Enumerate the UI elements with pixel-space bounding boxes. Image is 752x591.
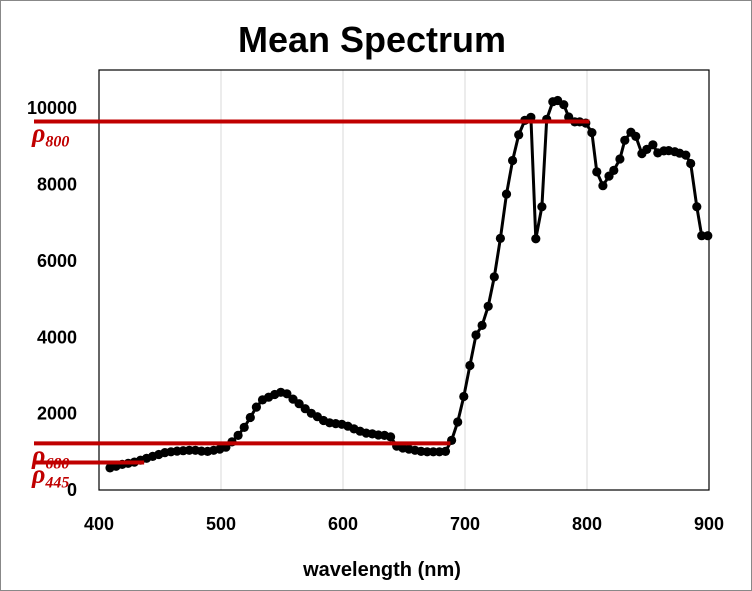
y-tick-label: 0 — [67, 480, 77, 500]
data-point — [615, 154, 625, 164]
data-point — [631, 131, 641, 141]
x-tick-label: 700 — [450, 514, 480, 534]
y-tick-labels: 0 2000 4000 6000 8000 10000 — [27, 98, 77, 500]
reference-label-445: ρ445 — [31, 460, 69, 492]
data-point — [453, 417, 463, 427]
data-point — [282, 389, 292, 399]
y-tick-label: 8000 — [37, 175, 77, 195]
data-point — [483, 301, 493, 311]
data-point — [239, 422, 249, 432]
data-point — [559, 100, 569, 110]
x-axis-label: wavelength (nm) — [302, 559, 461, 581]
data-point — [440, 446, 451, 456]
y-tick-label: 10000 — [27, 98, 77, 118]
data-point — [459, 391, 469, 402]
data-point — [501, 189, 512, 199]
data-point — [495, 233, 505, 243]
data-point — [471, 330, 481, 340]
data-point — [686, 158, 696, 169]
x-tick-labels: 400 500 600 700 800 900 — [84, 514, 724, 534]
data-point — [507, 155, 518, 166]
data-point — [294, 399, 304, 409]
data-point — [620, 135, 630, 145]
data-point — [564, 112, 574, 122]
data-point — [587, 128, 597, 138]
data-point — [514, 130, 524, 140]
data-point — [537, 202, 547, 212]
x-tick-label: 600 — [328, 514, 358, 534]
reference-lines: ρ800ρ680ρ445 — [31, 119, 590, 492]
data-point — [251, 402, 261, 412]
y-tick-label: 6000 — [37, 251, 77, 271]
data-point — [531, 234, 541, 244]
x-tick-label: 500 — [206, 514, 236, 534]
plot-area — [98, 69, 710, 491]
data-point — [233, 430, 243, 440]
data-point — [489, 272, 499, 282]
x-tick-label: 900 — [694, 514, 724, 534]
data-point — [609, 165, 619, 175]
y-tick-label: 2000 — [37, 404, 77, 424]
y-tick-label: 4000 — [37, 327, 77, 347]
data-point — [386, 432, 396, 442]
data-point — [245, 412, 255, 423]
reference-label-800: ρ800 — [31, 119, 69, 151]
chart-title: Mean Spectrum — [238, 19, 506, 60]
data-point — [681, 150, 691, 160]
data-point — [465, 360, 475, 371]
data-point — [692, 202, 702, 212]
data-point — [592, 167, 602, 177]
data-point — [648, 140, 658, 150]
data-point — [598, 181, 608, 191]
spectrum-series — [105, 95, 713, 473]
x-tick-label: 400 — [84, 514, 114, 534]
x-tick-label: 800 — [572, 514, 602, 534]
data-point — [703, 231, 713, 241]
data-point — [477, 320, 487, 330]
